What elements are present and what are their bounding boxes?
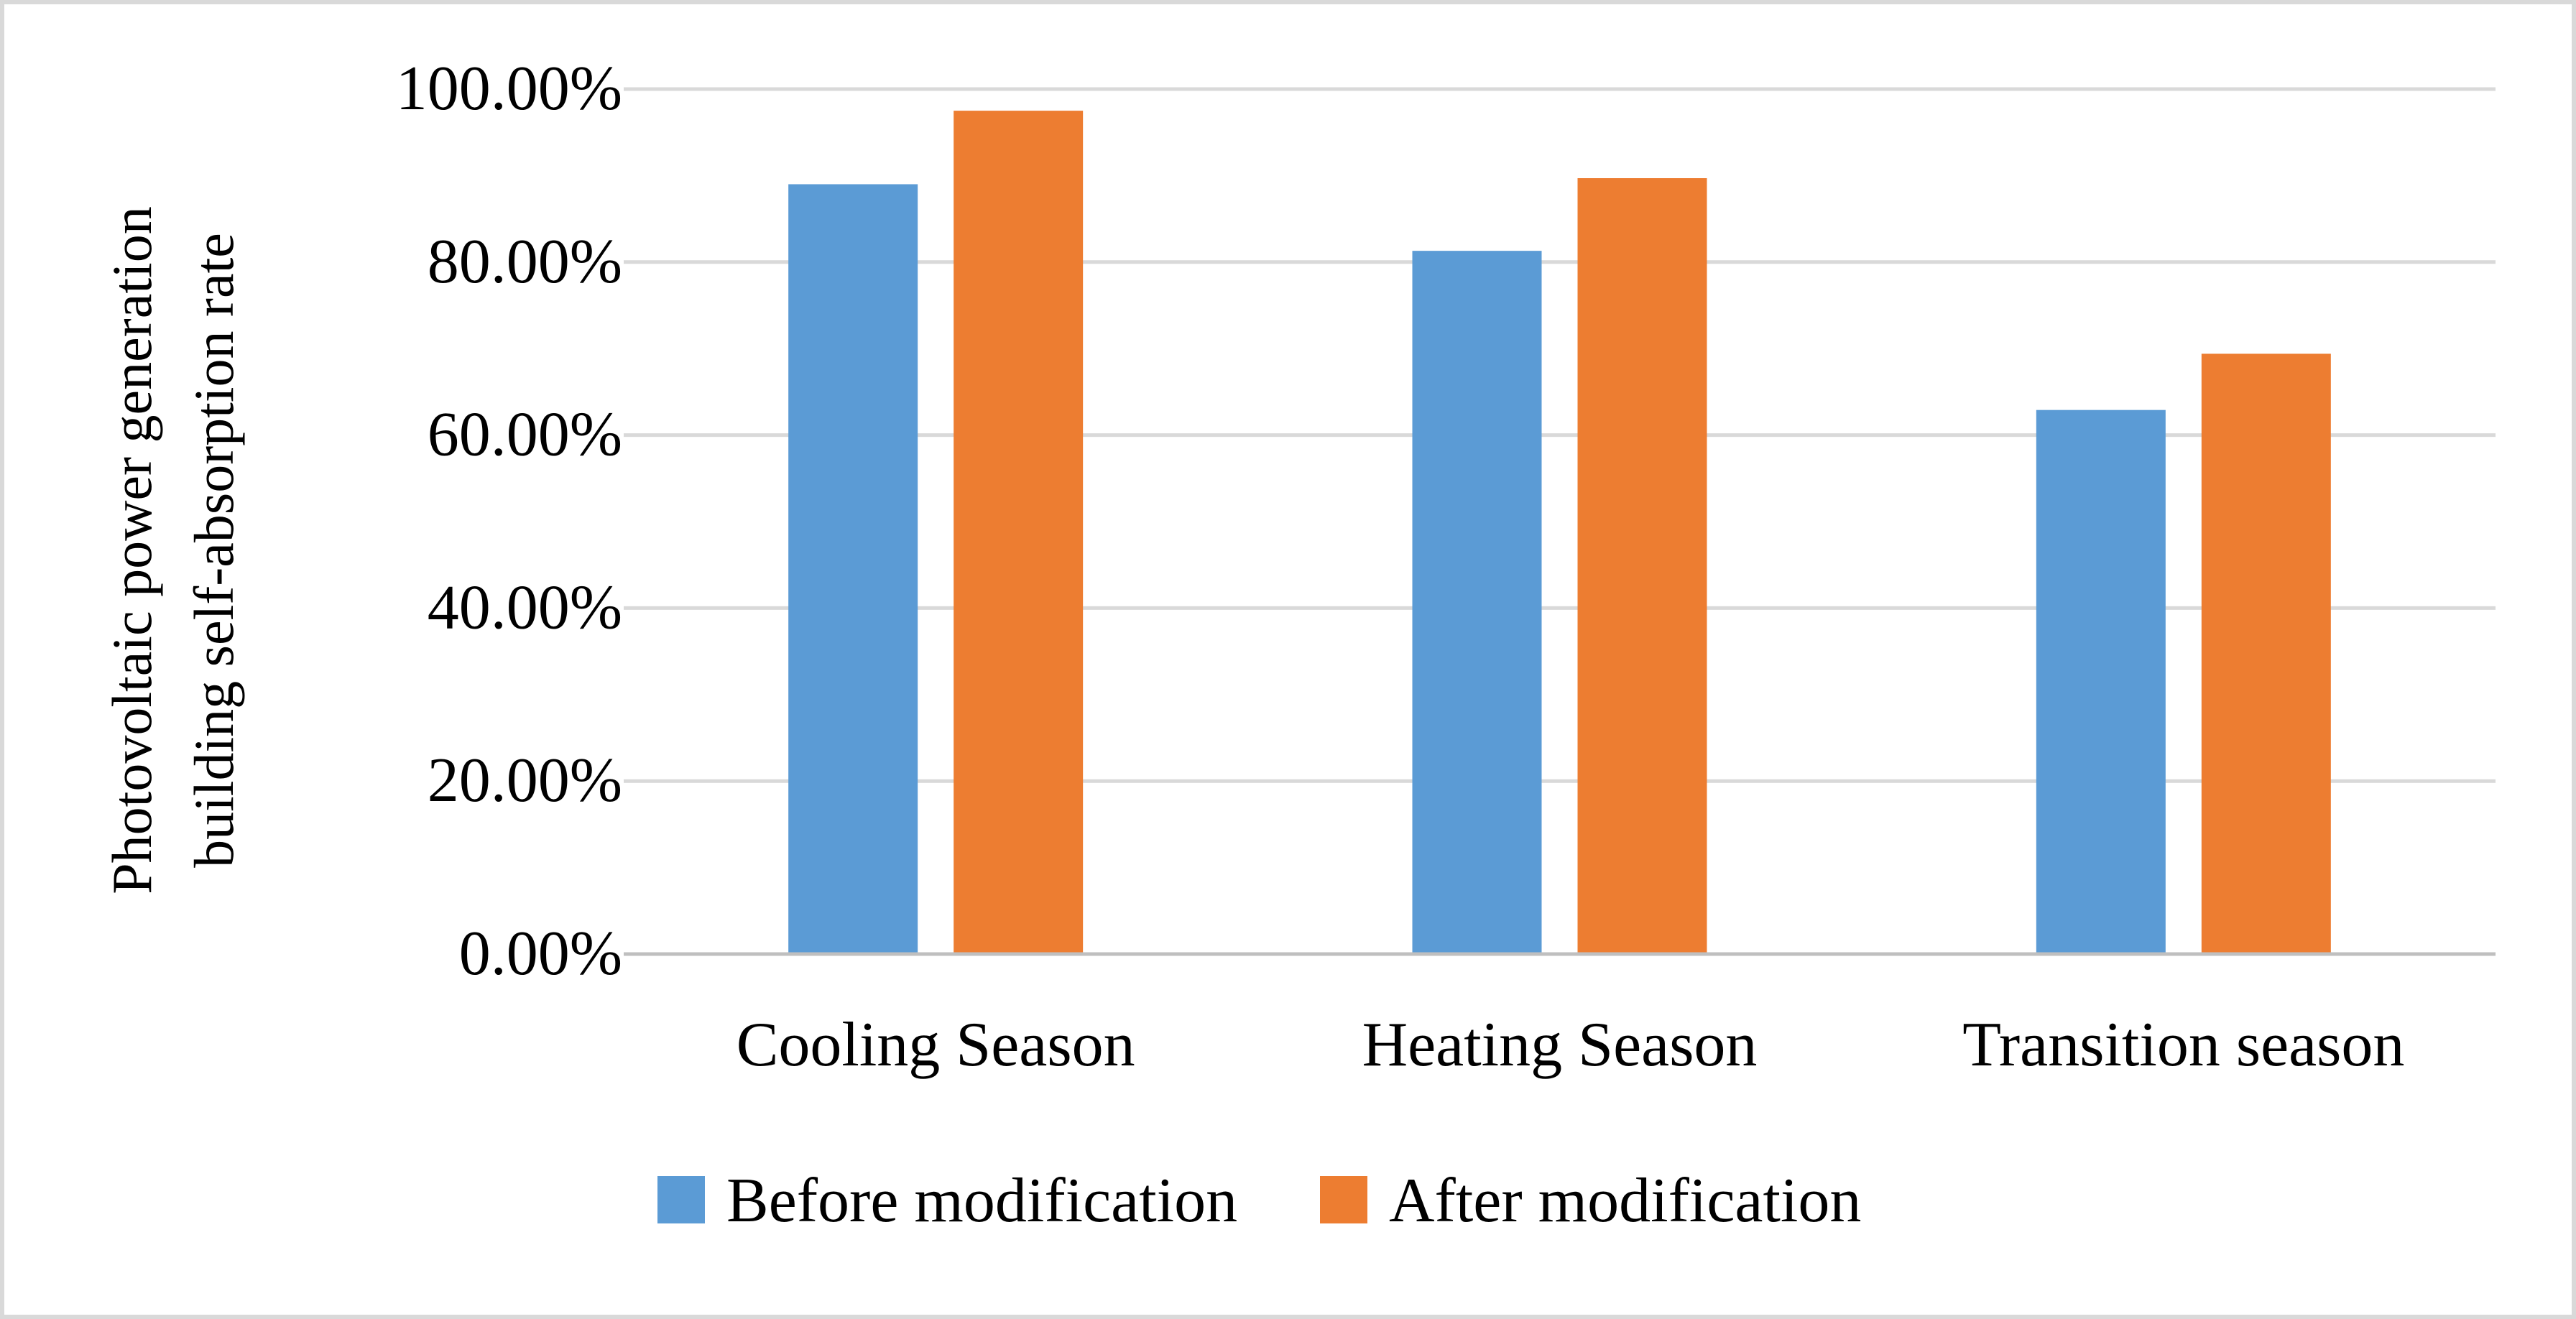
legend-swatch-before	[657, 1176, 705, 1223]
bar-before-2	[2036, 409, 2166, 954]
bar-before-0	[788, 184, 918, 955]
legend-label-after: After modification	[1389, 1166, 1861, 1236]
category-label-0: Cooling Season	[737, 1010, 1135, 1080]
y-tick-label-5: 100.00%	[396, 54, 622, 124]
category-label-1: Heating Season	[1362, 1010, 1758, 1080]
y-tick-label-1: 20.00%	[428, 746, 622, 815]
y-axis-title-line-2: building self-absorption rate	[183, 233, 245, 868]
category-label-2: Transition season	[1962, 1010, 2404, 1080]
y-tick-label-4: 80.00%	[428, 227, 622, 297]
y-tick-label-0: 0.00%	[459, 919, 622, 989]
gridlines	[624, 87, 2496, 783]
axes: 0.00% 20.00% 40.00% 60.00% 80.00% 100.00% Cool…	[396, 54, 2496, 1080]
y-tick-label-2: 40.00%	[428, 573, 622, 642]
bar-after-0	[954, 111, 1084, 955]
legend-label-before: Before modification	[726, 1166, 1237, 1236]
legend: Before modification After modification	[657, 1166, 1861, 1236]
legend-swatch-after	[1320, 1176, 1367, 1223]
bar-after-1	[1577, 178, 1707, 955]
bar-after-2	[2201, 353, 2331, 954]
y-tick-label-3: 60.00%	[428, 400, 622, 470]
bar-before-1	[1412, 251, 1542, 954]
y-axis-title-line-1: Photovoltaic power generation	[101, 206, 163, 894]
bars	[788, 111, 2331, 955]
